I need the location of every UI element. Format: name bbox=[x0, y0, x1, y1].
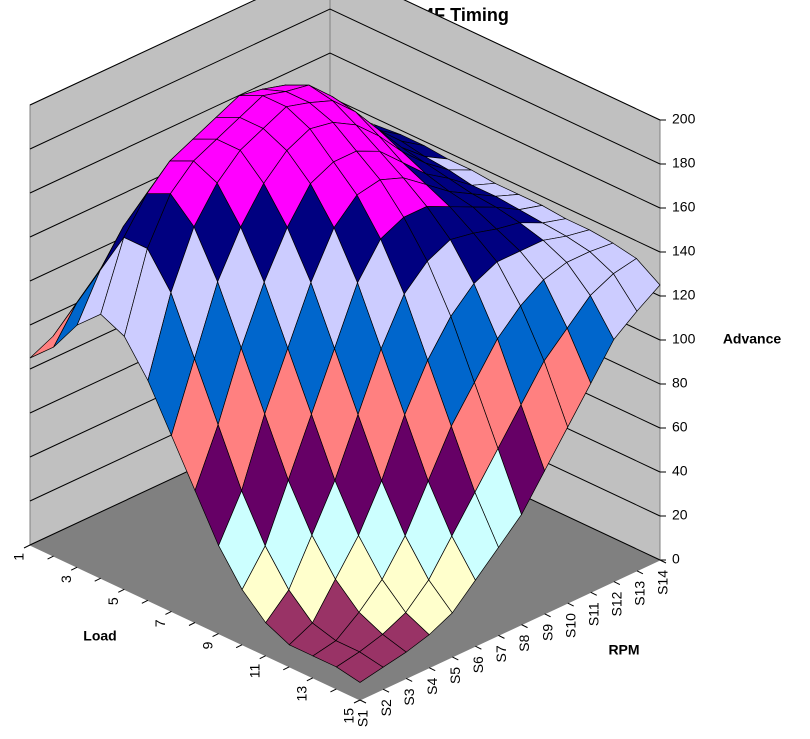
grid-line bbox=[29, 52, 661, 209]
x-tick-label: 15 bbox=[341, 708, 357, 724]
x-tick bbox=[141, 599, 149, 604]
x-tick bbox=[47, 555, 54, 560]
y-tick-label: S1 bbox=[355, 710, 371, 727]
x-tick bbox=[353, 699, 361, 704]
x-tick-label: 9 bbox=[199, 641, 215, 649]
x-tick-label: 5 bbox=[105, 597, 121, 605]
x-tick bbox=[94, 577, 101, 582]
y-tick-label: S2 bbox=[378, 699, 394, 716]
z-axis-title: Advance bbox=[723, 331, 782, 347]
y-tick bbox=[521, 624, 528, 629]
z-tick-label: 60 bbox=[672, 419, 688, 435]
y-tick bbox=[498, 634, 505, 639]
x-tick bbox=[165, 610, 172, 615]
y-tick-label: S5 bbox=[447, 667, 463, 684]
y-tick bbox=[636, 570, 644, 575]
x-tick-label: 13 bbox=[294, 686, 310, 702]
x-tick bbox=[23, 544, 31, 549]
grid-line bbox=[29, 0, 661, 121]
z-tick-label: 40 bbox=[672, 463, 688, 479]
y-tick bbox=[590, 591, 597, 596]
x-tick bbox=[235, 644, 243, 649]
x-tick bbox=[283, 666, 290, 671]
z-tick-label: 160 bbox=[672, 199, 696, 215]
y-tick bbox=[452, 656, 459, 661]
y-axis-title: RPM bbox=[608, 642, 639, 658]
y-tick bbox=[659, 559, 667, 564]
x-tick bbox=[212, 633, 219, 638]
y-tick-label: S14 bbox=[655, 570, 671, 595]
y-tick bbox=[613, 581, 621, 585]
x-tick-label: 3 bbox=[58, 575, 74, 583]
x-tick bbox=[188, 622, 196, 626]
z-tick-label: 120 bbox=[672, 287, 696, 303]
y-tick-label: S13 bbox=[632, 581, 648, 606]
y-tick bbox=[382, 688, 390, 693]
y-tick-label: S12 bbox=[609, 591, 625, 616]
z-tick-label: 100 bbox=[672, 331, 696, 347]
x-axis-title: Load bbox=[83, 628, 116, 644]
z-tick-label: 0 bbox=[672, 551, 680, 567]
y-tick-label: S6 bbox=[470, 656, 486, 673]
x-tick bbox=[70, 566, 78, 571]
y-tick bbox=[475, 645, 482, 650]
z-tick-label: 80 bbox=[672, 375, 688, 391]
y-tick-label: S9 bbox=[539, 624, 555, 641]
x-tick-label: 1 bbox=[11, 553, 27, 561]
y-tick-label: S11 bbox=[585, 602, 601, 626]
x-tick bbox=[330, 688, 337, 693]
x-tick bbox=[259, 655, 266, 660]
surface-cell bbox=[335, 651, 384, 683]
grid-line bbox=[29, 8, 661, 165]
y-tick-label: S4 bbox=[424, 677, 440, 694]
y-tick bbox=[359, 699, 367, 704]
x-tick-label: 11 bbox=[246, 664, 262, 679]
x-tick bbox=[306, 677, 314, 682]
z-tick-label: 200 bbox=[672, 111, 696, 127]
z-tick-label: 180 bbox=[672, 155, 696, 171]
y-tick bbox=[567, 602, 574, 607]
z-tick-label: 140 bbox=[672, 243, 696, 259]
z-tick-label: 20 bbox=[672, 507, 688, 523]
y-tick-label: S7 bbox=[493, 645, 509, 662]
y-tick-label: S8 bbox=[516, 634, 532, 651]
x-tick bbox=[118, 588, 125, 593]
y-tick bbox=[544, 613, 551, 618]
x-tick-label: 7 bbox=[152, 619, 168, 627]
y-tick-label: S10 bbox=[562, 613, 578, 638]
y-tick bbox=[429, 667, 436, 672]
y-tick-label: S3 bbox=[401, 688, 417, 705]
y-tick bbox=[405, 678, 413, 682]
